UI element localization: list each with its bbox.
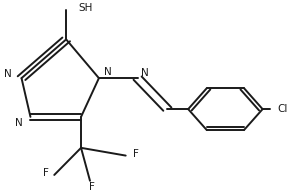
Text: N: N	[141, 68, 149, 78]
Text: N: N	[104, 67, 112, 77]
Text: SH: SH	[78, 4, 92, 13]
Text: N: N	[15, 118, 22, 128]
Text: F: F	[89, 182, 94, 191]
Text: F: F	[133, 149, 139, 159]
Text: F: F	[43, 168, 49, 178]
Text: N: N	[4, 69, 12, 79]
Text: Cl: Cl	[277, 104, 288, 114]
